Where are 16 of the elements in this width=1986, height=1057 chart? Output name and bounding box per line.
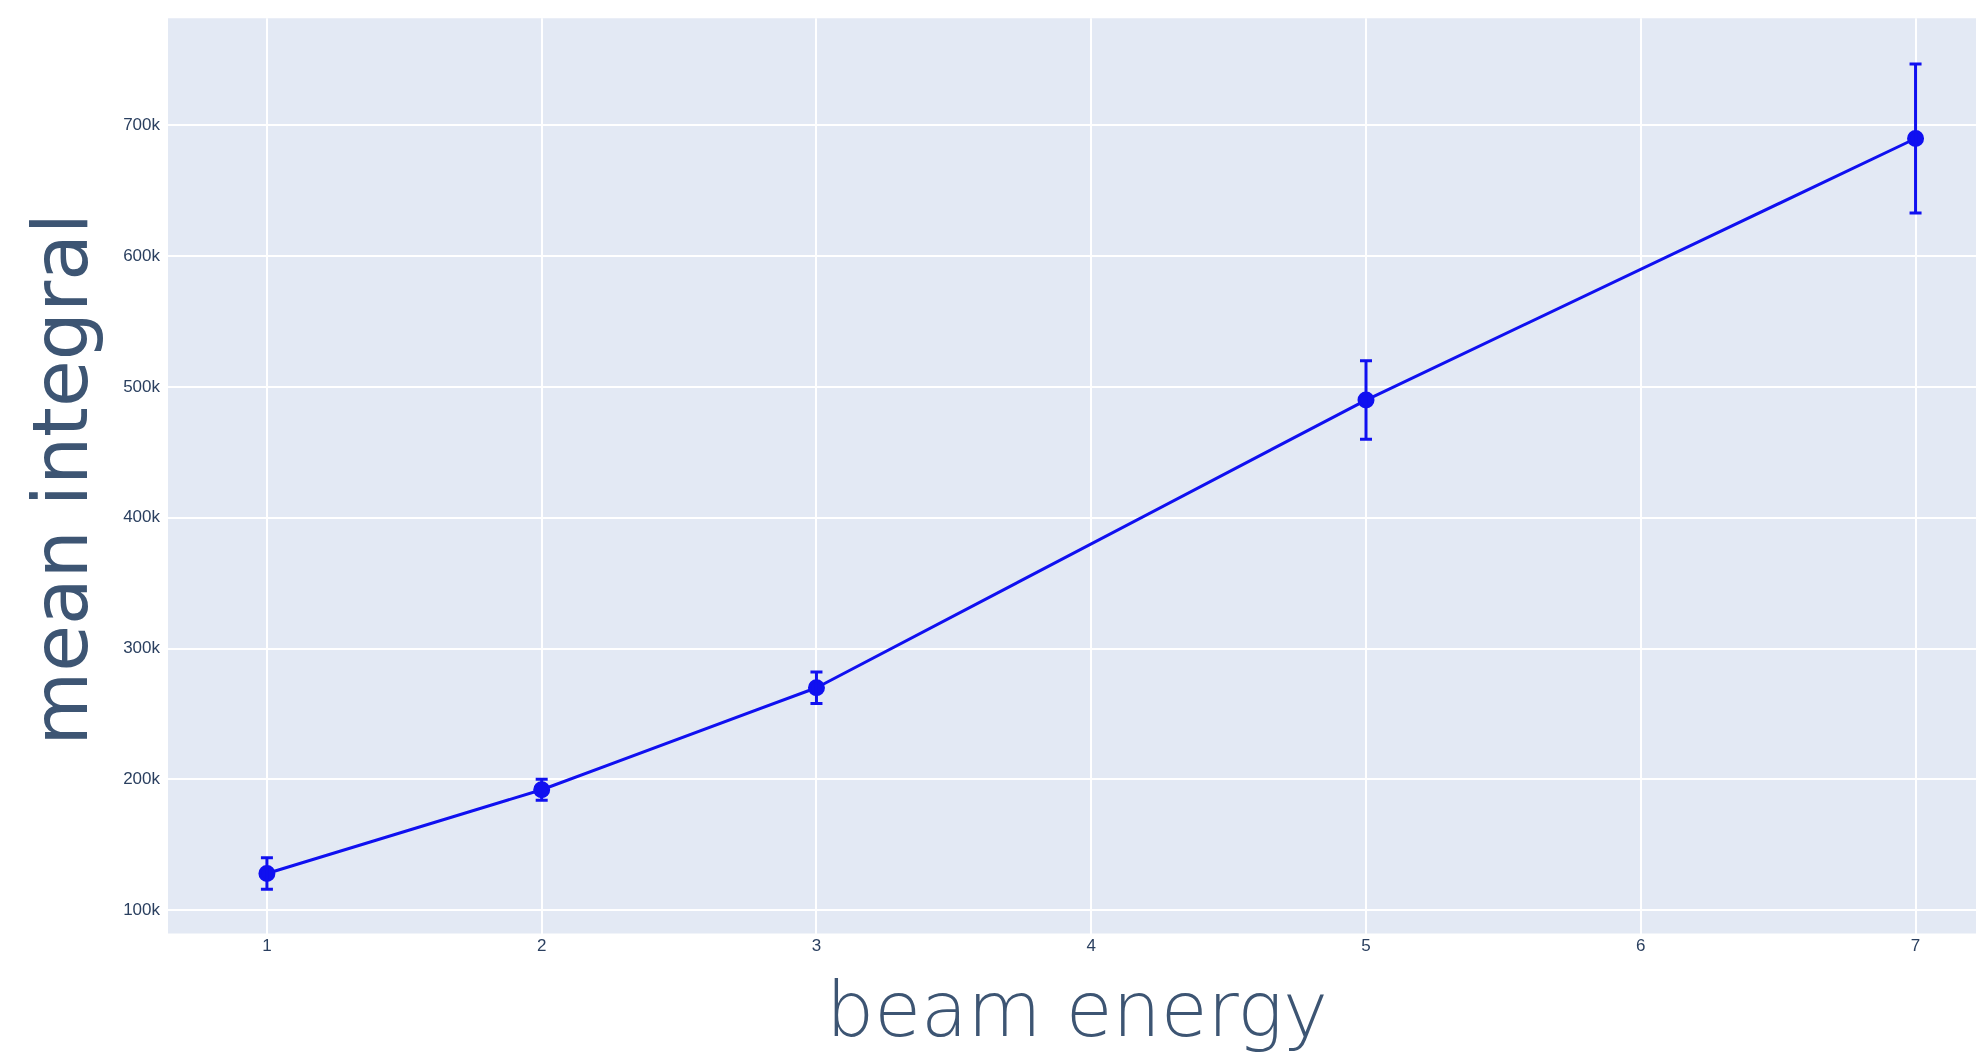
y-axis-title: mean integral xyxy=(15,212,105,748)
x-tick-label: 1 xyxy=(262,936,272,956)
y-tick-label: 500k xyxy=(123,376,161,396)
y-tick-label: 700k xyxy=(123,115,161,135)
x-tick-label: 2 xyxy=(536,936,547,956)
x-tick-label: 6 xyxy=(1636,936,1646,956)
x-tick-label: 4 xyxy=(1086,936,1096,956)
x-tick-label: 7 xyxy=(1910,936,1921,956)
y-tick-label: 400k xyxy=(123,507,161,527)
y-tick-label: 200k xyxy=(123,768,161,788)
x-tick-label: 3 xyxy=(811,936,822,956)
x-tick-label: 5 xyxy=(1361,936,1371,956)
y-tick-label: 300k xyxy=(123,638,161,658)
x-axis-title: beam energy xyxy=(825,965,1329,1054)
y-tick-label: 600k xyxy=(123,245,161,265)
y-tick-label: 100k xyxy=(123,899,161,919)
